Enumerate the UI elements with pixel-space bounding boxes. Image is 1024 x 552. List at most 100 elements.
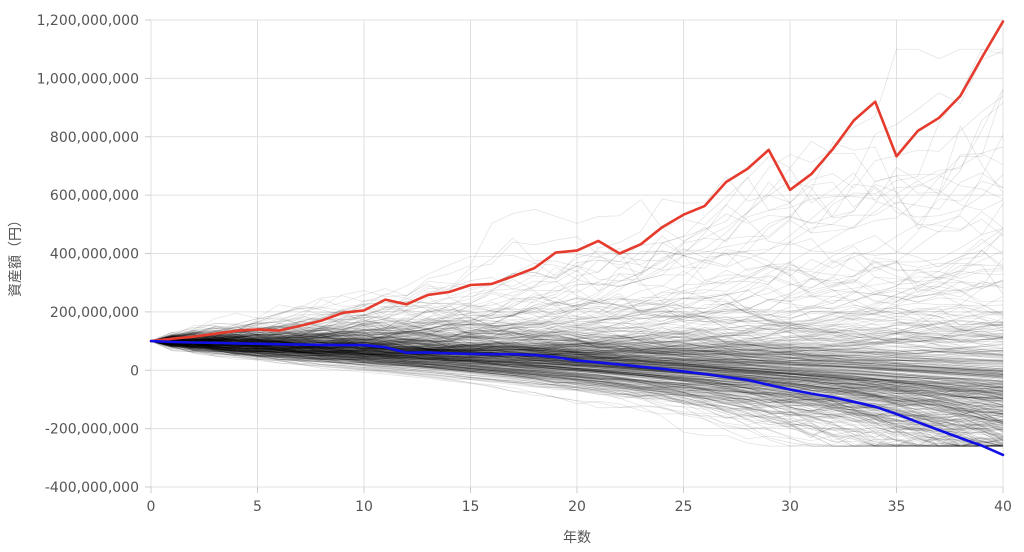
simulation-path: [150, 340, 1004, 430]
simulation-path: [150, 50, 1004, 343]
simulation-path: [150, 228, 1004, 345]
simulation-path: [150, 337, 1004, 380]
simulation-path: [150, 317, 1004, 348]
simulation-path: [150, 328, 1004, 372]
simulation-path: [150, 340, 1004, 447]
simulation-path: [150, 327, 1004, 345]
simulation-path: [150, 327, 1004, 363]
simulation-path: [150, 333, 1004, 395]
simulation-path: [150, 339, 1004, 441]
simulation-path: [150, 335, 1004, 397]
simulation-path: [150, 334, 1004, 372]
simulation-path: [150, 338, 1004, 378]
simulation-path: [150, 340, 1004, 440]
simulation-path: [150, 340, 1004, 399]
simulation-path: [150, 338, 1004, 393]
simulation-path: [150, 340, 1004, 415]
simulation-path: [150, 340, 1004, 398]
simulation-path: [150, 340, 1004, 391]
simulation-path: [150, 340, 1004, 430]
simulation-path: [150, 326, 1004, 350]
simulation-path: [150, 331, 1004, 399]
simulation-path: [150, 339, 1004, 447]
simulation-path: [150, 336, 1004, 414]
simulation-path: [150, 336, 1004, 370]
simulation-path: [150, 339, 1003, 447]
simulation-path: [150, 338, 1004, 403]
simulation-path: [150, 340, 1004, 421]
simulation-path: [150, 330, 1004, 374]
simulation-path: [150, 339, 1004, 400]
simulation-path: [150, 332, 1004, 376]
simulation-path: [150, 340, 1003, 447]
simulation-path: [150, 340, 1004, 397]
simulation-path: [150, 340, 1004, 384]
simulation-path: [150, 175, 1004, 342]
simulation-path: [150, 340, 1004, 446]
simulation-path: [150, 303, 1004, 342]
simulation-path: [150, 337, 1004, 390]
simulation-path: [150, 340, 1004, 414]
simulation-path: [150, 258, 1004, 342]
simulation-path: [150, 329, 1004, 372]
simulation-path: [150, 338, 1004, 402]
simulation-path: [150, 340, 1004, 447]
simulation-path: [150, 340, 1004, 371]
simulation-path: [150, 265, 1003, 343]
simulation-path: [150, 332, 1004, 426]
simulation-path: [150, 337, 1004, 398]
simulation-path: [150, 228, 1004, 342]
simulation-path: [150, 340, 1004, 447]
simulation-path: [150, 340, 1004, 437]
simulation-path: [150, 326, 1003, 349]
simulation-path: [150, 339, 1003, 447]
simulation-path: [150, 340, 1004, 379]
y-tick-label: 1,000,000,000: [37, 71, 139, 87]
simulation-path: [150, 340, 1004, 414]
simulation-path: [150, 340, 1004, 444]
simulation-path: [150, 280, 1004, 346]
simulation-path: [150, 340, 1004, 422]
axes: -400,000,000 -200,000,000 0 200,000,000 400,…: [37, 13, 1012, 515]
simulation-path: [150, 340, 1003, 447]
simulation-path: [150, 337, 1004, 447]
simulation-path: [150, 340, 1003, 447]
simulation-path: [150, 340, 1004, 433]
simulation-path: [150, 340, 1003, 447]
simulation-path: [150, 340, 1004, 426]
simulation-path: [150, 334, 1004, 394]
simulation-path: [150, 335, 1004, 396]
simulation-path: [150, 340, 1004, 428]
simulation-path: [150, 338, 1004, 422]
simulation-path: [150, 153, 1004, 342]
simulation-path: [150, 340, 1004, 396]
simulation-path: [150, 339, 1004, 407]
simulation-path: [150, 340, 1004, 390]
simulation-path: [150, 307, 1004, 354]
simulation-path: [150, 340, 1004, 374]
simulation-path: [150, 299, 1004, 349]
simulation-path: [150, 340, 1004, 411]
simulation-path: [150, 329, 1004, 354]
simulation-path: [150, 332, 1004, 411]
simulation-path: [150, 340, 1004, 413]
y-tick-label: 0: [130, 363, 139, 379]
simulation-path: [150, 339, 1004, 405]
simulation-path: [150, 335, 1004, 415]
simulation-path: [150, 340, 1004, 441]
simulation-path: [150, 340, 1004, 427]
simulation-path: [150, 336, 1003, 447]
simulation-path: [150, 337, 1004, 414]
simulation-path: [150, 340, 1003, 447]
simulation-path: [150, 340, 1004, 447]
simulation-path: [150, 264, 1004, 343]
simulation-path: [150, 340, 1004, 431]
simulation-path: [150, 340, 1004, 396]
simulation-path: [150, 322, 1004, 373]
simulation-path: [150, 308, 1004, 342]
simulation-path: [150, 340, 1004, 440]
simulation-path: [150, 338, 1004, 437]
simulation-path: [150, 339, 1004, 424]
simulation-path: [150, 333, 1004, 358]
simulation-path: [150, 340, 1004, 447]
